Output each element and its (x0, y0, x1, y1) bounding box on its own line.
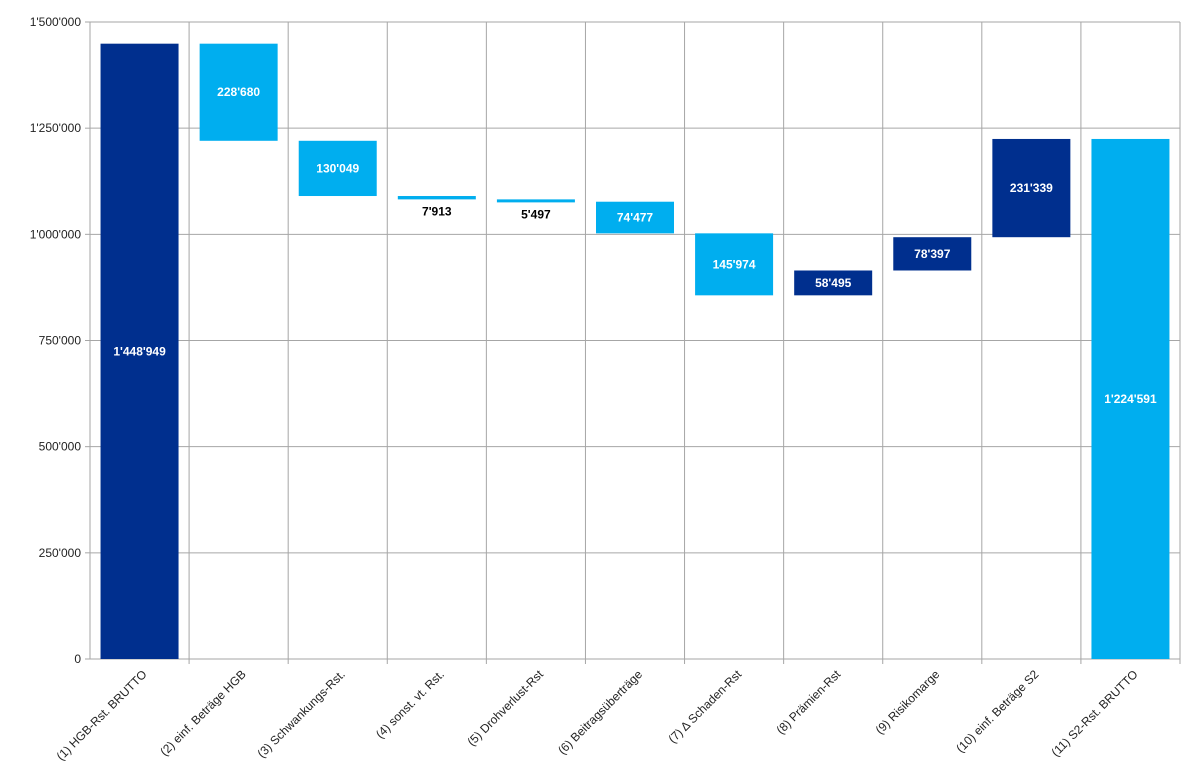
x-tick-label: (8) Prämien-Rst (774, 667, 844, 737)
data-label: 228'680 (217, 85, 260, 99)
bar (596, 201, 674, 234)
x-tick-label: (3) Schwankungs-Rst. (254, 667, 347, 760)
data-label: 231'339 (1010, 181, 1053, 195)
data-label: 5'497 (521, 207, 551, 221)
data-labels-layer: 1'448'949 228'680 130'049 7'913 5'497 74'477 1… (113, 85, 1157, 406)
bar (992, 138, 1071, 238)
bar (695, 233, 774, 296)
bar (100, 43, 179, 659)
y-tick-label: 0 (74, 652, 81, 666)
x-tick-label: (4) sonst. vt. Rst. (373, 667, 447, 741)
data-label: 58'495 (815, 276, 852, 290)
bar (794, 270, 873, 296)
data-label: 74'477 (617, 211, 654, 225)
y-tick-label: 250'000 (39, 546, 82, 560)
y-tick-label: 1'250'000 (30, 121, 82, 135)
bar (298, 140, 377, 197)
x-tick-label: (11) S2-Rst. BRUTTO (1048, 667, 1140, 759)
x-axis: (1) HGB-Rst. BRUTTO (2) einf. Beträge HGB… (54, 667, 1141, 763)
data-label: 145'974 (713, 257, 756, 271)
y-tick-label: 1'000'000 (30, 227, 82, 241)
x-tick-label: (6) Beitragsüberträge (555, 667, 645, 757)
bar (1091, 138, 1170, 659)
data-label: 78'397 (914, 247, 951, 261)
y-tick-label: 1'500'000 (30, 15, 82, 29)
x-tick-label: (1) HGB-Rst. BRUTTO (54, 667, 150, 763)
y-tick-label: 750'000 (39, 334, 82, 348)
x-tick-label: (5) Drohverlust-Rst (464, 667, 546, 749)
data-label: 7'913 (422, 204, 452, 218)
bars-layer (100, 43, 1170, 659)
data-label: 130'049 (316, 161, 359, 175)
bar (893, 237, 972, 271)
y-axis: 0 250'000 500'000 750'000 1'000'000 1'250'000… (30, 15, 91, 666)
y-tick-label: 500'000 (39, 440, 82, 454)
bar (199, 43, 278, 141)
x-tick-label: (2) einf. Beträge HGB (157, 667, 248, 758)
data-label: 1'448'949 (113, 344, 166, 358)
bar (496, 199, 575, 203)
bar (397, 196, 476, 200)
data-label: 1'224'591 (1104, 392, 1157, 406)
x-tick-label: (7) Δ Schaden-Rst (665, 667, 744, 746)
x-tick-label: (9) Risikomarge (873, 667, 943, 737)
x-tick-label: (10) einf. Beträge S2 (953, 667, 1041, 755)
